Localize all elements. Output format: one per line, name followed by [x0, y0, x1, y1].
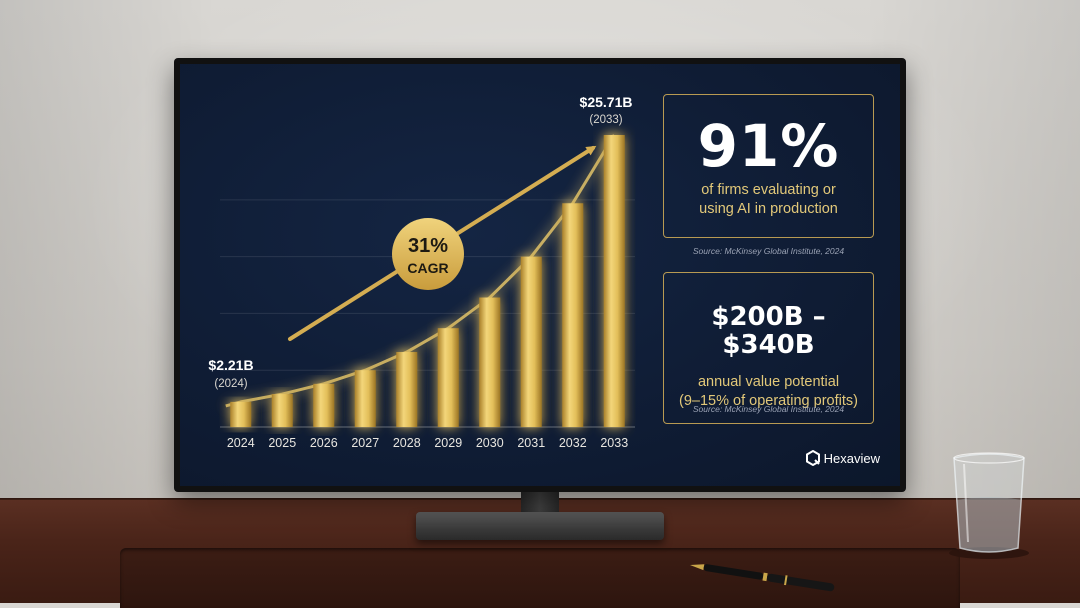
end-callout-year: (2033)	[589, 114, 622, 126]
bar-2033	[603, 135, 625, 427]
stat-adoption-description: of firms evaluating or using AI in produ…	[664, 181, 873, 219]
bar-2032	[562, 203, 584, 427]
stat-value-potential-source: Source: McKinsey Global Institute, 2024	[692, 404, 845, 414]
bar-2025	[271, 394, 293, 427]
stat-value-potential-line-2: (9–15% of operating profits)	[679, 393, 858, 409]
bar-2031	[520, 256, 542, 427]
x-tick-label: 2027	[351, 436, 379, 450]
chart-bars	[230, 135, 625, 427]
stat-adoption-line-2: using AI in production	[699, 201, 838, 217]
brand-logo: Hexaview	[805, 450, 880, 466]
x-tick-label: 2030	[476, 436, 504, 450]
stat-card-value-potential: $200B – $340B annual value potential (9–…	[663, 272, 874, 424]
stat-card-adoption: 91% of firms evaluating or using AI in p…	[663, 94, 874, 238]
bar-2026	[313, 383, 335, 427]
brand-name: Hexaview	[823, 450, 880, 466]
x-tick-label: 2029	[434, 436, 462, 450]
start-callout-year: (2024)	[214, 378, 247, 390]
start-callout-value: $2.21B	[208, 357, 253, 373]
monitor-screen: 2024 2025 2026 2027 2028 2029 2030 2031 2032 2033…	[180, 64, 900, 486]
stat-value-potential-description: annual value potential (9–15% of operati…	[664, 373, 873, 411]
end-callout-value: $25.71B	[580, 94, 633, 110]
stat-value-potential-value: $200B – $340B	[711, 302, 826, 360]
growth-chart: 2024 2025 2026 2027 2028 2029 2030 2031 2032 2033…	[208, 94, 635, 450]
cagr-circle	[392, 218, 464, 290]
cagr-badge: 31% CAGR	[392, 218, 464, 290]
stat-adoption-value: 91%	[697, 112, 840, 180]
x-tick-label: 2025	[268, 436, 296, 450]
stat-adoption-source: Source: McKinsey Global Institute, 2024	[692, 246, 845, 256]
stat-adoption-line-1: of firms evaluating or	[701, 182, 836, 198]
x-tick-label: 2026	[310, 436, 338, 450]
x-tick-label: 2032	[559, 436, 587, 450]
cagr-value: 31%	[408, 235, 448, 257]
bar-2027	[354, 370, 376, 427]
x-tick-label: 2028	[393, 436, 421, 450]
bar-2030	[479, 297, 501, 427]
fountain-pen	[690, 564, 835, 592]
monitor: 2024 2025 2026 2027 2028 2029 2030 2031 2032 2033…	[174, 58, 906, 492]
x-tick-label: 2024	[227, 436, 255, 450]
start-callout: $2.21B (2024)	[208, 357, 253, 390]
x-tick-label: 2033	[600, 436, 628, 450]
monitor-stand-base	[416, 512, 664, 540]
cagr-label: CAGR	[407, 260, 448, 276]
bar-2024	[230, 401, 252, 427]
end-callout: $25.71B (2033)	[580, 94, 633, 126]
water-glass	[949, 452, 1029, 559]
x-tick-label: 2031	[517, 436, 545, 450]
desk-mat	[120, 548, 960, 608]
hexaview-logo-icon	[805, 450, 820, 466]
bar-2028	[396, 352, 418, 427]
chart-x-axis: 2024 2025 2026 2027 2028 2029 2030 2031 2032 2033	[227, 436, 628, 450]
bar-2029	[437, 328, 459, 427]
stat-value-potential-line-1: annual value potential	[697, 374, 840, 390]
